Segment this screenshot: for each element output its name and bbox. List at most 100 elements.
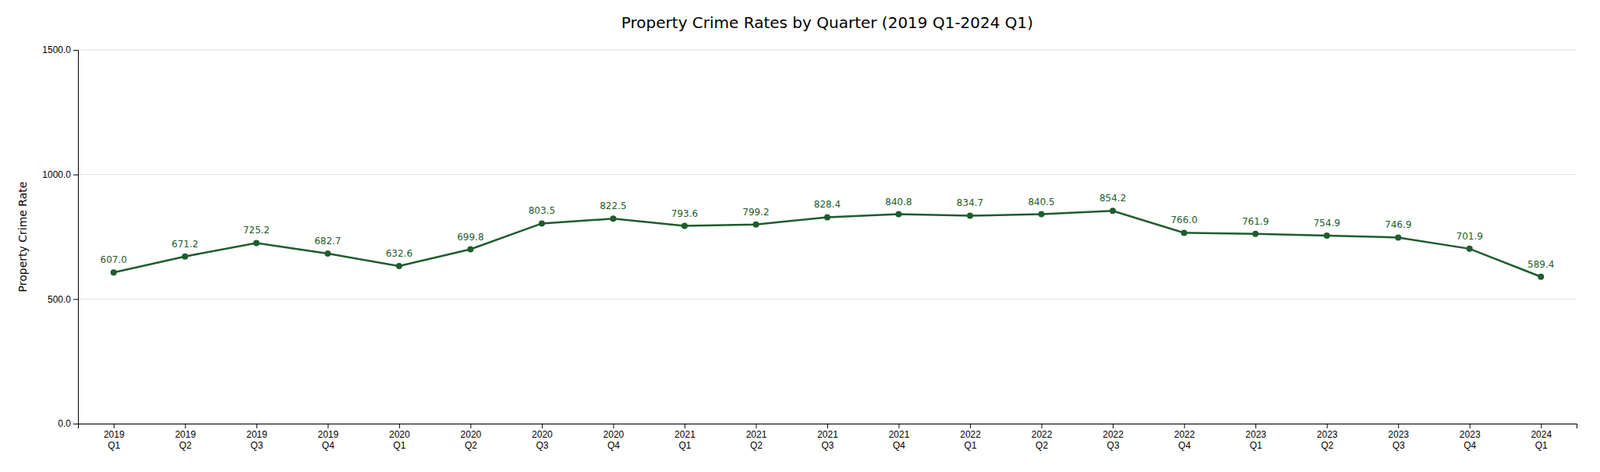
x-tick-mark [541,423,543,429]
x-tick-mark [755,423,757,429]
x-tick: 2019Q4 [317,423,339,451]
x-tick-label: 2022Q3 [1102,428,1124,451]
x-tick-label: 2024Q1 [1530,428,1552,451]
y-tick-label: 0.0 [57,417,71,429]
data-label: 632.6 [385,247,413,259]
x-tick-mark [1540,423,1542,429]
x-tick: 2020Q3 [531,423,553,451]
x-tick: 2023Q2 [1316,423,1339,451]
point [824,213,831,220]
line [113,210,1541,277]
x-tick: 2020Q4 [603,423,625,451]
point [609,215,616,222]
x-tick-label: 2023Q3 [1387,428,1409,451]
x-tick-label: 2019Q2 [174,428,196,451]
x-tick: 2023Q4 [1459,423,1481,451]
point [1038,211,1045,218]
y-tick: 1500.0 [42,44,78,56]
data-label: 799.2 [742,206,769,218]
data-label: 803.5 [528,205,556,216]
x-tick-label: 2020Q3 [531,428,553,451]
data-label: 793.6 [671,208,698,220]
marks [110,207,1544,280]
x-tick-label: 2021Q2 [746,428,768,451]
grid [77,49,1577,424]
y-tick-label: 1500.0 [42,44,71,56]
x-tick: 2021Q3 [817,423,839,451]
data-label: 840.8 [884,196,912,208]
x-tick: 2019Q1 [103,423,125,451]
grid-line [77,173,1577,175]
x-tick: 2019Q2 [174,423,196,451]
y-tick-mark [73,423,78,425]
x-tick-mark [1184,423,1186,429]
grid-line [77,298,1577,300]
y-tick-label: 500.0 [47,293,71,305]
x-tick-mark [1041,423,1043,429]
x-tick-mark [1255,423,1257,429]
x-tick: 2022Q3 [1102,423,1124,451]
point [253,239,260,246]
x-tick: 2024Q1 [1530,423,1552,451]
point [1181,229,1188,236]
x-tick: 2022Q2 [1031,423,1053,451]
data-label: 701.9 [1456,230,1484,242]
x-tick: 2022Q1 [959,423,981,451]
x-tick-mark [1327,423,1328,429]
grid-line [77,49,1577,51]
x-tick: 2022Q4 [1174,423,1196,451]
point [110,269,117,276]
data-label: 671.2 [171,238,199,250]
point [1394,233,1402,241]
point [324,250,331,257]
y-tick: 1000.0 [42,169,78,181]
x-tick: 2021Q2 [746,423,768,451]
point [895,211,903,218]
x-tick-mark [256,423,258,429]
point [181,253,188,260]
x-tick-label: 2020Q4 [603,428,625,451]
y-tick: 500.0 [47,293,78,305]
x-tick-mark [470,423,471,429]
x-axis: 2019Q12019Q22019Q32019Q42020Q12020Q22020… [78,423,1578,451]
title: Property Crime Rates by Quarter (2019 Q1… [621,13,1034,32]
point [1466,245,1473,252]
x-tick-mark [969,423,971,429]
data-label: 834.7 [956,197,984,209]
x-tick: 2019Q3 [246,423,268,451]
data-label: 725.2 [243,224,270,236]
point [538,219,546,227]
data-label: 828.4 [814,198,841,210]
x-tick: 2021Q4 [888,423,910,451]
x-tick-mark [1112,423,1114,429]
x-tick-mark [399,423,400,429]
data-label: 840.5 [1027,196,1055,208]
x-tick-mark [327,423,329,429]
x-tick: 2020Q2 [460,423,482,451]
data-labels: 607.0671.2725.2682.7632.6699.8803.5822.5… [100,192,1555,270]
x-tick: 2021Q1 [674,423,696,451]
data-label: 822.5 [599,200,627,212]
x-tick-label: 2023Q1 [1245,428,1267,451]
data-label: 754.9 [1313,217,1340,229]
x-tick-label: 2023Q2 [1316,428,1339,451]
x-tick-label: 2021Q3 [817,428,839,451]
point [396,262,403,270]
data-label: 589.4 [1527,258,1554,270]
x-tick-mark [827,423,829,429]
y-axis: 0.0 500.0 1000.0 1500.0 [42,44,78,429]
point [752,221,759,228]
chart: 0.0 500.0 1000.0 1500.0 2019Q1 2019Q2 2019Q3 20… [0,0,1600,472]
point [1323,232,1331,239]
x-tick-label: 2020Q2 [460,428,482,451]
x-tick: 2023Q1 [1245,423,1267,451]
x-tick-label: 2019Q1 [103,428,125,451]
x-tick-mark [1398,423,1399,429]
point [1537,273,1544,280]
data-label: 746.9 [1384,219,1412,231]
x-tick-mark [612,423,614,429]
point [1109,207,1116,214]
x-tick-mark [684,423,686,429]
x-tick-label: 2022Q1 [959,428,981,451]
x-axis-line [78,424,1578,429]
